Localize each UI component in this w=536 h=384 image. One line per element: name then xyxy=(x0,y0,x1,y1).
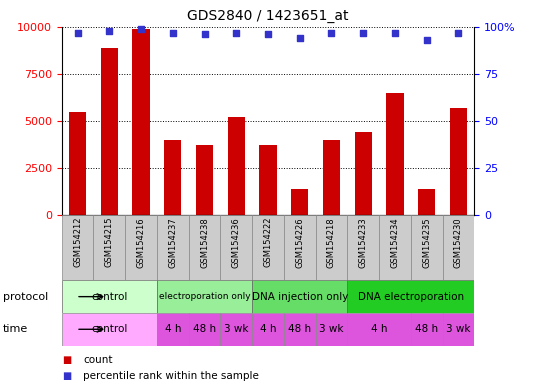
Bar xyxy=(347,313,411,346)
Text: ■: ■ xyxy=(62,355,71,365)
Point xyxy=(168,30,177,36)
Bar xyxy=(443,313,474,346)
Text: control: control xyxy=(91,291,128,302)
Text: GSM154233: GSM154233 xyxy=(359,217,368,268)
Bar xyxy=(291,189,309,215)
Bar xyxy=(411,215,443,280)
Text: GSM154234: GSM154234 xyxy=(391,217,399,268)
Point xyxy=(422,37,431,43)
Bar xyxy=(284,313,316,346)
Text: GSM154237: GSM154237 xyxy=(168,217,177,268)
Text: 48 h: 48 h xyxy=(193,324,216,334)
Text: count: count xyxy=(83,355,113,365)
Bar xyxy=(93,215,125,280)
Text: DNA electroporation: DNA electroporation xyxy=(358,291,464,302)
Text: 4 h: 4 h xyxy=(260,324,276,334)
Bar xyxy=(252,215,284,280)
Text: GSM154218: GSM154218 xyxy=(327,217,336,268)
Text: 48 h: 48 h xyxy=(288,324,311,334)
Point xyxy=(295,35,304,41)
Bar xyxy=(189,215,220,280)
Bar xyxy=(164,140,182,215)
Text: 3 wk: 3 wk xyxy=(224,324,249,334)
Text: GSM154226: GSM154226 xyxy=(295,217,304,268)
Bar xyxy=(252,280,347,313)
Text: electroporation only: electroporation only xyxy=(159,292,250,301)
Bar xyxy=(347,280,474,313)
Text: ■: ■ xyxy=(62,371,71,381)
Bar xyxy=(347,215,379,280)
Bar xyxy=(316,215,347,280)
Point xyxy=(264,31,272,38)
Point xyxy=(391,30,399,36)
Bar xyxy=(62,215,93,280)
Bar xyxy=(132,29,150,215)
Text: time: time xyxy=(3,324,28,334)
Bar xyxy=(157,280,252,313)
Bar xyxy=(69,112,86,215)
Bar xyxy=(252,313,284,346)
Text: control: control xyxy=(91,324,128,334)
Bar xyxy=(157,215,189,280)
Bar xyxy=(443,215,474,280)
Bar xyxy=(157,313,189,346)
Text: 3 wk: 3 wk xyxy=(446,324,471,334)
Text: GSM154230: GSM154230 xyxy=(454,217,463,268)
Text: 3 wk: 3 wk xyxy=(319,324,344,334)
Text: 4 h: 4 h xyxy=(371,324,388,334)
Text: GSM154235: GSM154235 xyxy=(422,217,431,268)
Bar xyxy=(450,108,467,215)
Bar xyxy=(62,280,157,313)
Text: GSM154216: GSM154216 xyxy=(137,217,145,268)
Text: GSM154238: GSM154238 xyxy=(200,217,209,268)
Bar xyxy=(259,146,277,215)
Point xyxy=(137,26,145,32)
Text: 4 h: 4 h xyxy=(165,324,181,334)
Text: GSM154212: GSM154212 xyxy=(73,217,82,268)
Bar xyxy=(411,313,443,346)
Text: protocol: protocol xyxy=(3,291,48,302)
Bar xyxy=(323,140,340,215)
Point xyxy=(359,30,368,36)
Point xyxy=(232,30,241,36)
Title: GDS2840 / 1423651_at: GDS2840 / 1423651_at xyxy=(187,9,349,23)
Bar xyxy=(220,313,252,346)
Text: DNA injection only: DNA injection only xyxy=(251,291,348,302)
Text: percentile rank within the sample: percentile rank within the sample xyxy=(83,371,259,381)
Point xyxy=(454,30,463,36)
Bar xyxy=(379,215,411,280)
Bar xyxy=(227,117,245,215)
Bar xyxy=(354,132,372,215)
Bar xyxy=(125,215,157,280)
Text: GSM154215: GSM154215 xyxy=(105,217,114,268)
Text: GSM154236: GSM154236 xyxy=(232,217,241,268)
Bar xyxy=(189,313,220,346)
Text: 48 h: 48 h xyxy=(415,324,438,334)
Point xyxy=(327,30,336,36)
Bar xyxy=(284,215,316,280)
Bar xyxy=(101,48,118,215)
Text: GSM154222: GSM154222 xyxy=(264,217,272,268)
Bar xyxy=(220,215,252,280)
Bar xyxy=(62,313,157,346)
Bar xyxy=(196,146,213,215)
Bar xyxy=(316,313,347,346)
Bar xyxy=(418,189,435,215)
Bar xyxy=(386,93,404,215)
Point xyxy=(105,28,114,34)
Point xyxy=(73,30,82,36)
Point xyxy=(200,31,209,38)
